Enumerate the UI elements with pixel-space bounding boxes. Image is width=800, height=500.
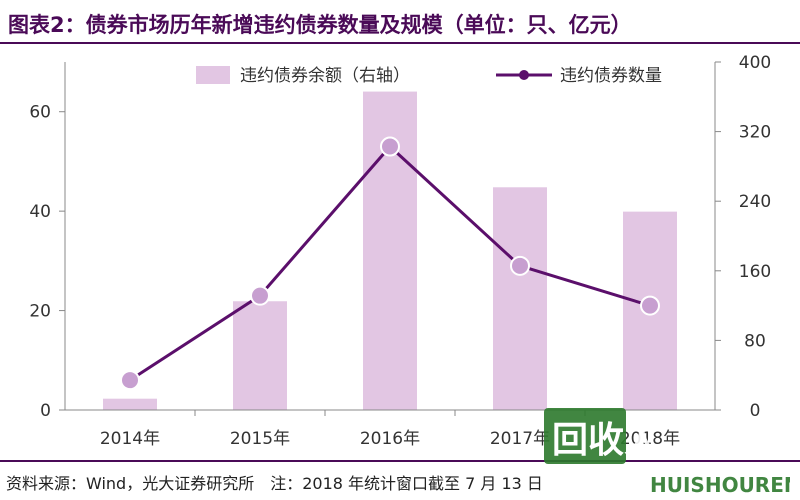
right-tick-label: 320 [739,123,771,143]
legend-line-marker [519,70,529,80]
watermark-sub-text: HUISHOUREN [650,473,790,497]
right-tick-label: 400 [739,53,771,73]
x-tick-label: 2014年 [100,429,160,449]
x-tick-label: 2017年 [490,429,550,449]
x-tick-label: 2018年 [620,429,680,449]
left-tick-label: 60 [29,103,51,123]
bar-1 [103,398,157,410]
line-group [120,136,660,391]
bar-2 [233,301,287,410]
source-note: 资料来源：Wind，光大证券研究所 注：2018 年统计窗口截至 7 月 13 … [6,474,543,493]
x-tick-label: 2015年 [230,429,290,449]
source-note-bar: 资料来源：Wind，光大证券研究所 注：2018 年统计窗口截至 7 月 13 … [0,460,800,500]
left-tick-label: 40 [29,202,51,222]
right-tick-label: 240 [739,192,771,212]
left-tick-label: 20 [29,302,51,322]
chart-title-bar: 图表2：债券市场历年新增违约债券数量及规模（单位：只、亿元） [0,0,800,44]
line-point-4 [510,255,530,276]
chart-title: 图表2：债券市场历年新增违约债券数量及规模（单位：只、亿元） [8,13,632,37]
watermark-logo: 回收人 HUISHOUREN [544,408,790,497]
right-tick-label: 80 [744,331,766,351]
legend-bar-swatch [196,66,230,84]
watermark-badge [544,408,626,464]
chart-canvas: 0 20 40 60 0 80 160 240 320 400 2014年 2015年 2016年 201… [29,53,771,449]
legend-bar-label: 违约债券余额（右轴） [240,66,410,86]
line-point-2 [250,285,270,306]
tick-labels-group: 0 20 40 60 0 80 160 240 320 400 2014年 2015年 2016年 201… [29,53,771,449]
right-tick-label: 0 [750,401,761,421]
x-tick-label: 2016年 [360,429,420,449]
right-tick-label: 160 [739,262,771,282]
watermark-main-text: 回收人 [552,420,660,461]
legend: 违约债券余额（右轴） 违约债券数量 [196,66,662,86]
line-point-5 [640,295,660,316]
left-tick-label: 0 [40,401,51,421]
line-point-3 [380,136,400,157]
bar-4 [493,187,547,410]
legend-line-label: 违约债券数量 [560,66,662,86]
line-point-1 [120,370,140,391]
